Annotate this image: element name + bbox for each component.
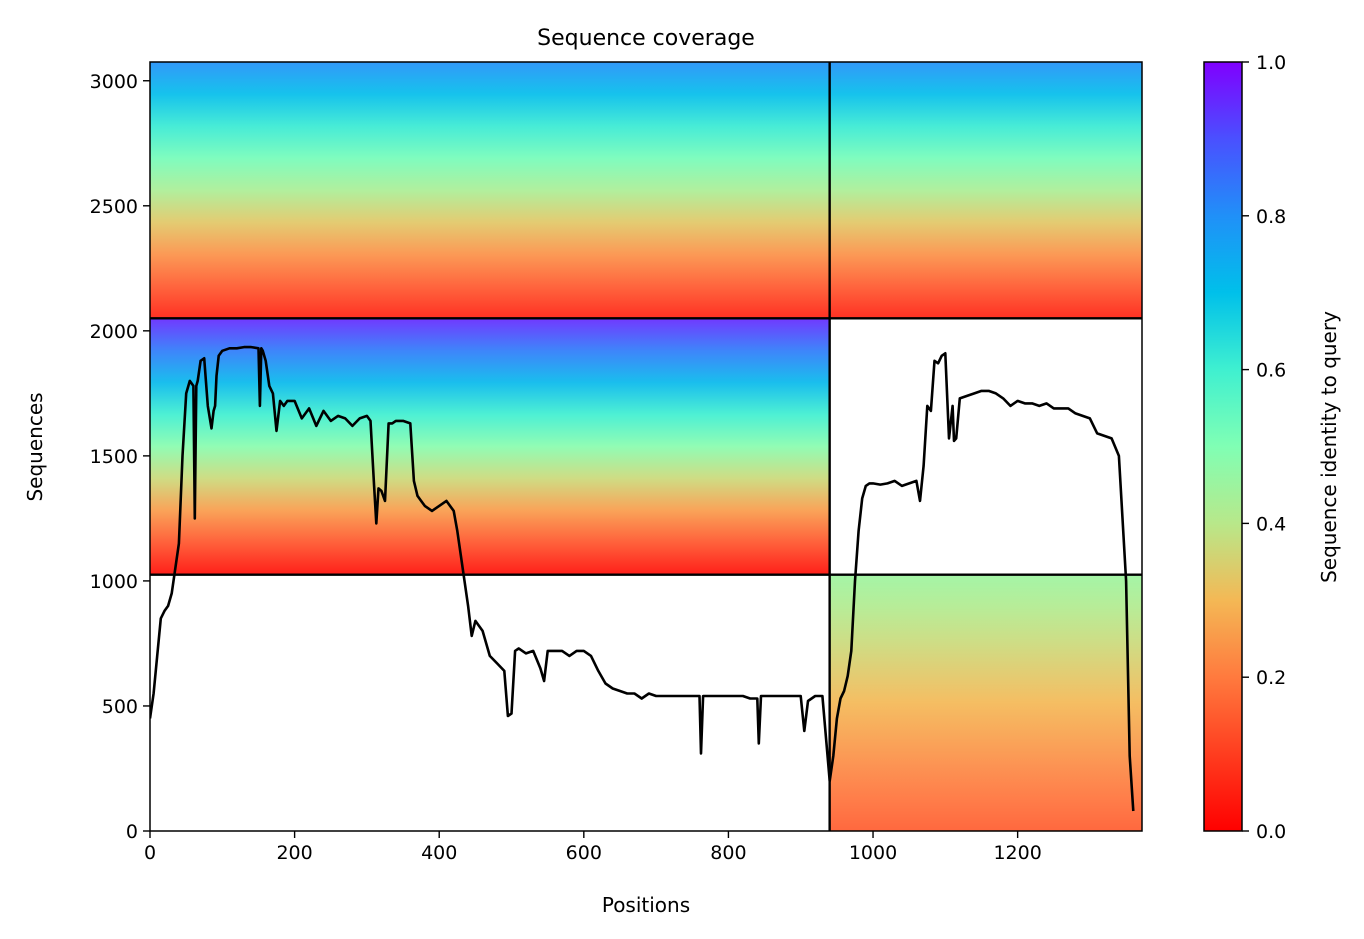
block-boundary-lines: [150, 62, 1142, 831]
x-tick-label: 1000: [849, 842, 897, 864]
y-tick-label: 3000: [90, 71, 138, 93]
colorbar-tick-label: 0.8: [1256, 206, 1286, 228]
colorbar-gradient: [1203, 61, 1243, 832]
coverage-line: [150, 345, 1135, 812]
colorbar-ticks: 0.0 0.2 0.4 0.6 0.8 1.0: [1242, 52, 1286, 843]
y-tick-label: 1000: [90, 571, 138, 593]
heatmap-block: [829, 574, 1142, 831]
heatmap-blocks: [150, 62, 1142, 831]
y-tick-label: 0: [126, 821, 138, 843]
heatmap-block: [150, 318, 830, 575]
x-tick-label: 600: [566, 842, 602, 864]
colorbar-tick-label: 0.6: [1256, 360, 1286, 382]
heatmap-block: [150, 62, 830, 319]
heatmap-block: [829, 62, 1142, 319]
colorbar: 0.0 0.2 0.4 0.6 0.8 1.0 Sequence identity to …: [1203, 52, 1341, 843]
y-tick-label: 500: [102, 696, 138, 718]
y-tick-label: 2000: [90, 321, 138, 343]
y-tick-label: 1500: [90, 446, 138, 468]
colorbar-tick-label: 1.0: [1256, 52, 1286, 74]
x-axis: 0 200 400 600 800 1000 1200: [144, 831, 1042, 864]
plot-frame: [149, 61, 1143, 832]
x-tick-label: 0: [144, 842, 156, 864]
x-axis-label: Positions: [602, 893, 690, 917]
y-tick-label: 2500: [90, 196, 138, 218]
y-axis-label: Sequences: [23, 392, 47, 501]
x-tick-label: 400: [421, 842, 457, 864]
x-tick-label: 800: [710, 842, 746, 864]
heatmap-area: [150, 62, 1142, 831]
x-tick-label: 200: [276, 842, 312, 864]
y-axis: 0 500 1000 1500 2000 2500 3000: [90, 71, 150, 843]
colorbar-tick-label: 0.2: [1256, 667, 1286, 689]
chart-title: Sequence coverage: [537, 26, 755, 51]
x-tick-label: 1200: [993, 842, 1041, 864]
colorbar-tick-label: 0.4: [1256, 513, 1286, 535]
colorbar-tick-label: 0.0: [1256, 821, 1286, 843]
colorbar-label: Sequence identity to query: [1317, 311, 1341, 583]
